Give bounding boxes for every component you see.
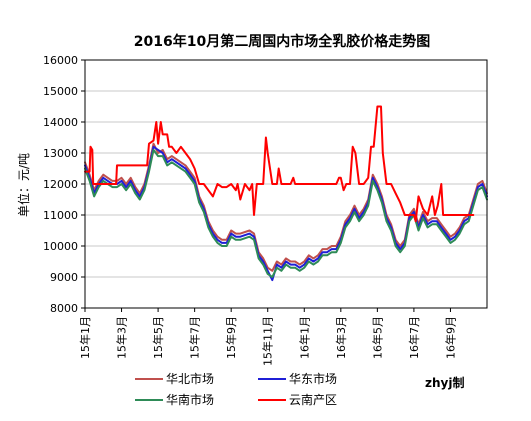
x-tick-label: 15年1月 xyxy=(78,316,92,359)
legend-label: 华南市场 xyxy=(166,392,214,407)
x-tick-label: 15年11月 xyxy=(261,316,275,366)
watermark-text: zhyj制 xyxy=(425,375,464,390)
x-tick-label: 16年9月 xyxy=(443,316,457,359)
x-tick-label: 16年5月 xyxy=(370,316,384,359)
y-axis-ticks: 8000 9000 10000 11000 12000 13000 14000 15000 16… xyxy=(43,54,85,315)
y-tick-label: 13000 xyxy=(43,147,78,160)
legend-label: 云南产区 xyxy=(289,392,337,407)
x-tick-label: 15年7月 xyxy=(188,316,202,359)
y-tick-label: 12000 xyxy=(43,178,78,191)
y-tick-label: 15000 xyxy=(43,85,78,98)
legend-label: 华东市场 xyxy=(289,371,337,386)
series-lines xyxy=(84,105,488,282)
x-tick-label: 16年1月 xyxy=(297,316,311,359)
plot-area-frame xyxy=(84,59,488,309)
y-tick-label: 10000 xyxy=(43,240,78,253)
y-tick-label: 16000 xyxy=(43,54,78,67)
x-tick-label: 15年5月 xyxy=(151,316,165,359)
y-tick-label: 8000 xyxy=(50,302,78,315)
series-line-2 xyxy=(84,148,488,278)
x-tick-label: 15年9月 xyxy=(224,316,238,359)
chart-title: 2016年10月第二周国内市场全乳胶价格走势图 xyxy=(134,33,430,50)
series-line-3 xyxy=(84,105,475,223)
y-tick-label: 11000 xyxy=(43,209,78,222)
y-tick-label: 9000 xyxy=(50,271,78,284)
x-tick-label: 16年7月 xyxy=(407,316,421,359)
y-axis-label: 单位：元/吨 xyxy=(16,153,31,217)
x-tick-label: 15年3月 xyxy=(115,316,129,359)
series-line-0 xyxy=(84,142,488,272)
x-axis-ticks: 15年1月 15年3月 15年5月 15年7月 15年9月 15年11月 16年1月 16年3… xyxy=(78,308,457,366)
x-tick-label: 16年3月 xyxy=(334,316,348,359)
legend-label: 华北市场 xyxy=(166,371,214,386)
y-tick-label: 14000 xyxy=(43,116,78,129)
